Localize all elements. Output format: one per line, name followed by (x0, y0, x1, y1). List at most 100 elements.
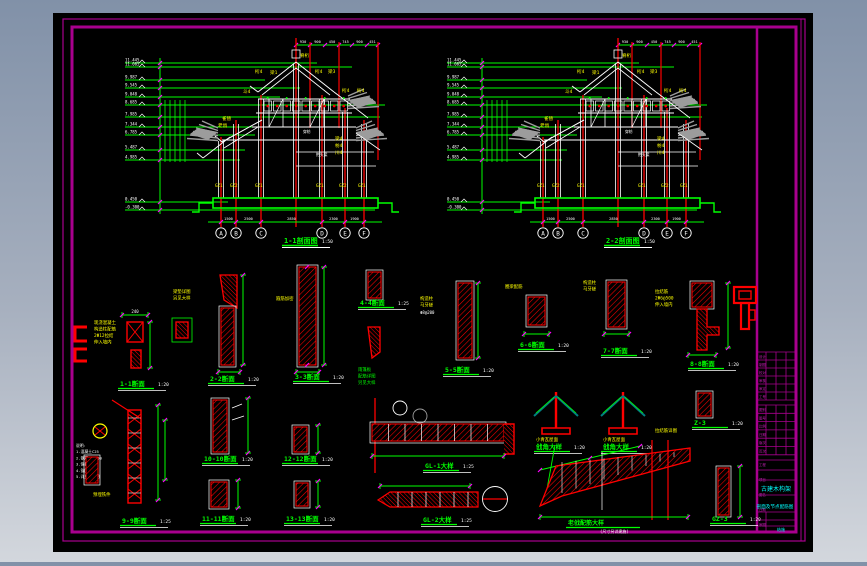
line (518, 152, 526, 159)
stub-outline (695, 390, 714, 419)
elevation-value: 9.048 (447, 92, 460, 97)
dim-tick (145, 312, 151, 318)
elevation-mark (460, 198, 468, 203)
dim-tick (686, 42, 692, 48)
member-label: 桁4 (637, 68, 645, 75)
dim-tick (304, 264, 310, 270)
dim-tick (479, 114, 485, 120)
elevation-value: 7.985 (447, 112, 460, 117)
dim-tick (725, 280, 731, 286)
dot (294, 104, 298, 108)
detail-title: 9-9断面 (122, 516, 147, 525)
dim-tick (501, 453, 507, 459)
detail-label: 圈梁配筋 (505, 283, 523, 290)
plinth (514, 197, 721, 213)
detail-title: 12-12断面 (284, 454, 317, 463)
detail-scale: 1:20 (728, 362, 739, 368)
grid-bubble (661, 227, 673, 239)
dim-tick (479, 102, 485, 108)
elevation-mark (138, 101, 146, 106)
elevation-mark (460, 123, 468, 128)
detail-scale: 1:20 (750, 517, 761, 523)
dougong-block (330, 100, 339, 112)
line (655, 91, 669, 102)
apex-rafter (600, 395, 624, 417)
elevation-mark (138, 123, 146, 128)
member-label: 川4 (657, 150, 665, 156)
purlin-outline (365, 269, 384, 301)
dim-tick (293, 369, 299, 375)
eave-stroke (355, 137, 388, 142)
dougong-block (642, 100, 651, 112)
elevation-value: 0.450 (447, 197, 460, 202)
dot (597, 104, 601, 108)
sheet-border (62, 18, 806, 542)
ridge-finial (613, 49, 623, 59)
tb-label: 审核 (759, 378, 766, 383)
roof-truss (186, 49, 388, 167)
detail-title-d6: 6-6断面 1:20 (518, 340, 569, 352)
diag-tie (111, 399, 141, 419)
line (94, 426, 106, 436)
line (617, 61, 657, 93)
detail-title: 8-8断面 (690, 359, 715, 368)
line (127, 413, 142, 425)
dot (588, 97, 591, 99)
detail-title: 1-1断面 (120, 379, 145, 388)
dim-tick (157, 124, 163, 130)
bottom-dim-value: 1500 (224, 217, 233, 221)
apex-rafter (622, 395, 646, 417)
elevation-mark (138, 146, 146, 151)
dim-tick (683, 219, 689, 225)
ring-beam-outline (525, 294, 548, 328)
eave-stroke (677, 137, 710, 142)
line (333, 91, 347, 102)
dim-tick (644, 42, 650, 48)
column-hatch (220, 307, 235, 366)
detail-title-e10: 老戗配筋大样(尺寸另详建施) (566, 519, 640, 534)
grid-bubble (316, 227, 328, 239)
eave-tip (678, 128, 706, 140)
member-label: 老戗 (218, 122, 228, 129)
tb-label: 工程 (759, 462, 766, 467)
title-block: 设计制图校对审核审定工号图别图号比例日期版次页次工程项目图名日期审图古建木构架剖… (757, 351, 795, 534)
key-glyph-notch (748, 309, 756, 321)
green-note: 另见大样 (358, 379, 376, 386)
column-label: GZ2 (230, 183, 238, 188)
dim-tick (537, 514, 543, 520)
column-outline (218, 305, 237, 368)
top-dim-value: 900 (636, 40, 643, 44)
dim-tick (601, 331, 607, 337)
detail-title-e5: 13-13断面 1:20 (284, 514, 335, 526)
line (214, 135, 223, 143)
line (295, 67, 331, 96)
dim-tick (233, 219, 239, 225)
dot (616, 104, 620, 108)
tb-label: 审定 (759, 386, 766, 391)
elevation-mark (460, 206, 468, 211)
sheet-title: 古建木构架 (761, 485, 791, 493)
dot (607, 97, 610, 99)
dim-tick (377, 483, 383, 489)
dim-tick (685, 352, 691, 358)
top-dim-value: 900 (678, 40, 685, 44)
dougong-block (633, 100, 642, 112)
dot (285, 97, 288, 99)
dim-tick (540, 219, 546, 225)
tb-label: 图号 (759, 415, 766, 420)
green-note: 雨篷板 (358, 366, 372, 373)
plinth (192, 197, 399, 213)
line (127, 458, 142, 470)
grid-letter: D (320, 231, 324, 238)
column-label: GZ2 (339, 183, 347, 188)
dot (626, 97, 629, 99)
member-label: 梁4 (657, 135, 665, 142)
detail-scale: 1:20 (574, 445, 585, 451)
dim-tick (479, 85, 485, 91)
elevation-value: 6.785 (447, 130, 460, 135)
elevation-value: 8.685 (447, 100, 460, 105)
member-label: 桁4 (255, 68, 263, 75)
detail-title-e2: 10-10断面 1:20 (202, 454, 253, 466)
